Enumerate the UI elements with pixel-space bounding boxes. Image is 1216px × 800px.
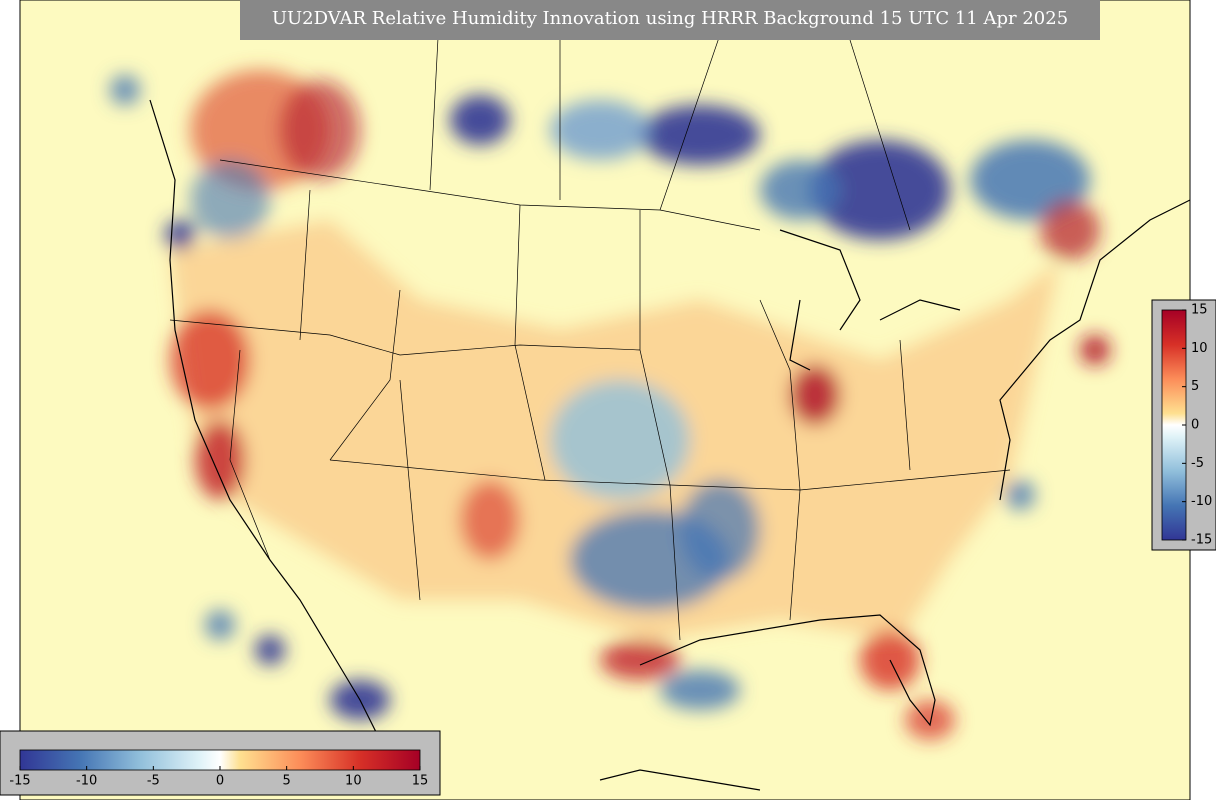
colorbar-tick-label: -5 [1191,456,1204,471]
colorbar-tick-label: 10 [1191,341,1208,356]
colorbar-tick-label: 15 [1191,303,1208,318]
title-box [240,0,1100,40]
colorbar-tick-label: 10 [345,774,362,789]
colorbar-tick-label: 5 [283,774,291,789]
colorbar-tick-label: -15 [9,774,30,789]
colorbar-horizontal [0,730,441,796]
colorbar-tick-label: -5 [147,774,160,789]
coastlines [149,99,1190,791]
colorbar-tick-label: -10 [1191,494,1212,509]
colorbar-tick-label: 0 [1191,418,1199,433]
colorbar-tick-label: 15 [412,774,429,789]
colorbar-tick-label: -10 [76,774,97,789]
colorbar-tick-label: 0 [216,774,224,789]
map-title: UU2DVAR Relative Humidity Innovation usi… [272,8,1068,29]
colorbar-tick-label: 5 [1191,379,1199,394]
map-area [20,0,1190,800]
field-blobs [110,70,1110,740]
colorbar-tick-label: -15 [1191,533,1212,548]
state-borders [169,0,1011,641]
